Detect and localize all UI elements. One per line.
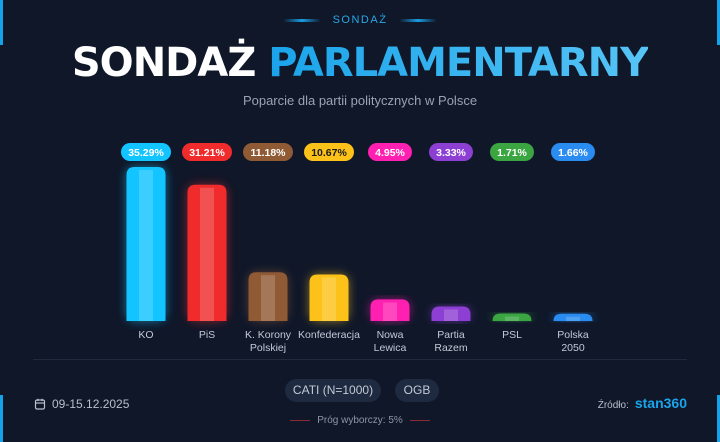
category-label: PiS	[199, 329, 215, 341]
source-link[interactable]: stan360	[634, 395, 687, 411]
source: Źródło: stan360	[598, 395, 687, 411]
category-label: Partia	[437, 329, 465, 341]
bar-highlight	[200, 187, 214, 321]
bar	[553, 313, 593, 321]
accent-bar-top-left	[0, 0, 3, 45]
value-pill	[551, 143, 595, 161]
bar-highlight	[261, 275, 275, 321]
calendar-icon	[34, 398, 46, 410]
bar-highlight	[139, 170, 153, 321]
bar-chart: 35.29% KO 31.21% PiS 11.18% K. KoronyPolskiej…	[121, 143, 595, 354]
data-label: 11.18%	[250, 147, 286, 159]
accent-bar-top-right	[717, 0, 720, 45]
date-range: 09-15.12.2025	[34, 397, 129, 411]
value-pill	[429, 143, 473, 161]
bar-highlight	[383, 302, 397, 321]
bar-highlight	[322, 277, 336, 321]
bar	[492, 313, 532, 321]
page-title: SONDAŻ PARLAMENTARNY	[0, 40, 720, 86]
value-pill	[121, 143, 171, 161]
accent-bar-bottom-right	[717, 395, 720, 442]
bar-highlight	[444, 309, 458, 321]
value-pill	[304, 143, 354, 161]
date-text: 09-15.12.2025	[52, 397, 130, 411]
category-label: Razem	[434, 342, 468, 354]
data-label: 4.95%	[375, 147, 405, 159]
kicker: SONDAŻ	[0, 14, 720, 26]
value-pill	[182, 143, 232, 161]
bar	[248, 272, 288, 321]
threshold: Próg wyborczy: 5%	[0, 415, 720, 426]
kicker-text: SONDAŻ	[332, 14, 388, 26]
category-label: K. Korony	[245, 329, 292, 341]
category-label: Polska	[557, 329, 589, 341]
threshold-text: Próg wyborczy: 5%	[317, 415, 403, 426]
divider	[33, 359, 687, 360]
value-pill	[490, 143, 534, 161]
category-label: PSL	[502, 329, 522, 341]
data-label: 3.33%	[436, 147, 466, 159]
data-label: 31.21%	[189, 147, 225, 159]
subtitle: Poparcie dla partii politycznych w Polsc…	[242, 93, 478, 108]
value-pill	[243, 143, 293, 161]
bar-highlight	[566, 316, 580, 321]
value-pill	[368, 143, 412, 161]
data-label: 10.67%	[311, 147, 347, 159]
category-label: Lewica	[374, 342, 407, 354]
category-label: Konfederacja	[298, 329, 360, 341]
mode-badge: OGB	[395, 379, 439, 402]
bar	[370, 299, 410, 321]
accent-bar-bottom-left	[0, 395, 3, 442]
category-label: 2050	[561, 342, 585, 354]
bar	[187, 184, 227, 321]
category-label: KO	[138, 329, 153, 341]
bar	[309, 274, 349, 321]
category-label: Polskiej	[250, 342, 286, 354]
title-white: SONDAŻ	[71, 40, 256, 86]
source-label: Źródło:	[597, 400, 629, 411]
data-label: 1.66%	[558, 147, 588, 159]
data-label: 35.29%	[128, 147, 164, 159]
data-label: 1.71%	[497, 147, 527, 159]
bar-highlight	[505, 316, 519, 321]
bar	[431, 306, 471, 321]
category-label: Nowa	[377, 329, 404, 341]
title-blue: PARLAMENTARNY	[268, 40, 649, 86]
bar	[126, 167, 166, 321]
method-badge: CATI (N=1000)	[285, 379, 381, 402]
